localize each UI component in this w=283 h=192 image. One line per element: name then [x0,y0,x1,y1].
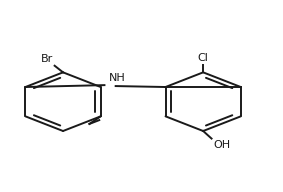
Text: NH: NH [109,73,125,83]
Text: Cl: Cl [198,53,209,63]
Text: Br: Br [41,54,53,64]
Text: OH: OH [213,140,230,150]
